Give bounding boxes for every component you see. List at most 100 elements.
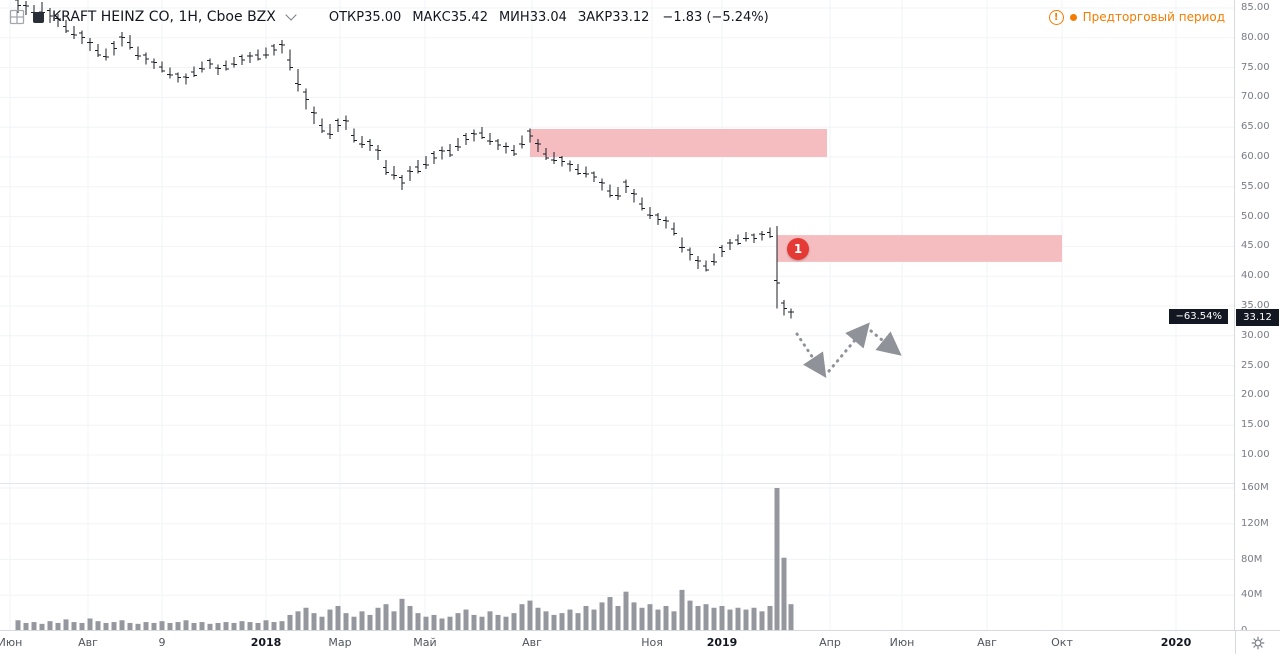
symbol-title[interactable]: KRAFT HEINZ CO, 1H, Cboe BZX <box>52 9 276 25</box>
open-value: ОТКР 35.00 <box>328 9 402 25</box>
time-tick-label: Авг <box>78 636 98 649</box>
volume-bar <box>575 613 581 631</box>
volume-bar <box>255 622 261 631</box>
price-tick-label: 70.00 <box>1241 91 1270 103</box>
supply-zone[interactable] <box>777 235 1062 262</box>
volume-bar <box>639 607 645 631</box>
time-tick-label: Авг <box>977 636 997 649</box>
grid-lines <box>0 0 1234 631</box>
volume-bar <box>479 616 485 631</box>
pane-separator[interactable] <box>0 483 1280 484</box>
volume-bar <box>71 622 77 631</box>
volume-bar <box>175 622 181 631</box>
price-tick-label: 35.00 <box>1241 300 1270 311</box>
high-value: МАКС 35.42 <box>412 9 488 25</box>
close-value: ЗАКР 33.12 <box>577 9 650 25</box>
volume-bar <box>151 622 157 631</box>
supply-zone[interactable] <box>530 128 827 157</box>
annotation-marker[interactable]: 1 <box>787 237 809 260</box>
ohlc-values: ОТКР 35.00 МАКС 35.42 МИН 33.04 ЗАКР 33.12 −… <box>329 10 769 25</box>
time-tick-label: Окт <box>1051 636 1073 649</box>
time-axis[interactable]: Июн Авг 9 2018 Мар Май Авг Ноя 2019 Апр Июн Авг Окт 2… <box>0 630 1280 654</box>
warning-icon[interactable]: ! <box>1048 9 1064 25</box>
volume-bar <box>287 614 293 631</box>
price-tick-label: 75.00 <box>1241 61 1270 73</box>
price-tick-label: 60.00 <box>1241 151 1270 162</box>
volume-bar <box>383 604 389 631</box>
price-tick-label: 30.00 <box>1241 329 1270 341</box>
volume-tick-label: 80M <box>1241 553 1263 565</box>
volume-bar <box>671 611 677 631</box>
annotation-marker-label: 1 <box>793 241 803 256</box>
low-value: МИН 33.04 <box>498 9 567 25</box>
chevron-down-icon[interactable] <box>285 9 297 21</box>
volume-bar <box>15 620 21 631</box>
volume-bar <box>119 620 125 631</box>
projection-arrow[interactable] <box>795 332 827 378</box>
volume-bar <box>647 604 653 631</box>
volume-bar <box>623 591 629 631</box>
volume-bar <box>359 611 365 631</box>
volume-bar <box>615 605 621 631</box>
volume-bar <box>39 623 45 631</box>
time-tick-label: 2019 <box>706 636 738 649</box>
price-tick-label: 45.00 <box>1241 240 1270 252</box>
volume-bar <box>95 621 101 631</box>
volume-bar <box>679 589 685 631</box>
volume-bar <box>559 613 565 631</box>
volume-bar <box>343 613 349 631</box>
symbol-logo-icon <box>33 11 44 23</box>
volume-bar <box>375 607 381 631</box>
volume-bars <box>15 488 794 631</box>
volume-bar <box>319 616 325 631</box>
projection-arrows[interactable] <box>795 322 902 378</box>
volume-bar <box>23 622 29 631</box>
time-tick-label: 9 <box>158 636 166 649</box>
price-axis[interactable]: 85.00 80.00 75.00 70.00 65.00 60.00 55.00 50.00… <box>1234 0 1280 636</box>
session-status: ! Предторговый период <box>1048 9 1225 25</box>
projection-arrow[interactable] <box>869 329 902 356</box>
projection-arrow[interactable] <box>827 322 870 373</box>
volume-bar <box>591 609 597 631</box>
highlight-zones[interactable] <box>530 128 1062 262</box>
volume-bar <box>719 605 725 631</box>
volume-bar <box>687 600 693 631</box>
volume-bar <box>415 613 421 631</box>
axis-settings-corner[interactable] <box>1235 631 1280 654</box>
volume-bar <box>367 614 373 631</box>
volume-bar <box>487 611 493 631</box>
volume-bar <box>743 609 749 631</box>
time-tick-label: Ноя <box>641 636 663 649</box>
price-chart-canvas[interactable] <box>0 0 1234 631</box>
volume-bar <box>631 602 637 631</box>
price-tick-label: 50.00 <box>1241 210 1270 222</box>
grid-layout-icon[interactable] <box>9 9 25 25</box>
volume-bar <box>535 607 541 631</box>
volume-bar <box>735 607 741 631</box>
price-tick-label: 40.00 <box>1241 270 1270 282</box>
volume-bar <box>455 613 461 631</box>
price-tick-label: 85.00 <box>1241 2 1270 13</box>
volume-bar <box>511 613 517 631</box>
volume-bar <box>47 621 53 631</box>
price-tick-label: 10.00 <box>1241 449 1270 460</box>
change-value: −1.83 (−5.24%) <box>662 9 769 25</box>
volume-bar <box>788 604 794 631</box>
price-tick-label: 15.00 <box>1241 419 1270 431</box>
gear-icon[interactable] <box>1251 636 1265 650</box>
price-tick-label: 55.00 <box>1241 180 1270 192</box>
price-tick-label: 25.00 <box>1241 359 1270 371</box>
volume-bar <box>87 618 93 631</box>
volume-bar <box>103 622 109 631</box>
time-tick-label: Июн <box>889 636 915 649</box>
volume-bar <box>335 605 341 631</box>
chart-header: KRAFT HEINZ CO, 1H, Cboe BZX ОТКР 35.00 М… <box>0 0 1234 34</box>
price-tick-label: 65.00 <box>1241 121 1270 133</box>
time-tick-label: Май <box>413 636 437 649</box>
last-price-badge: 33.12 <box>1236 309 1279 327</box>
ohlc-price-bars <box>15 0 794 319</box>
volume-bar <box>199 622 205 631</box>
volume-bar <box>295 611 301 631</box>
volume-bar <box>311 613 317 631</box>
